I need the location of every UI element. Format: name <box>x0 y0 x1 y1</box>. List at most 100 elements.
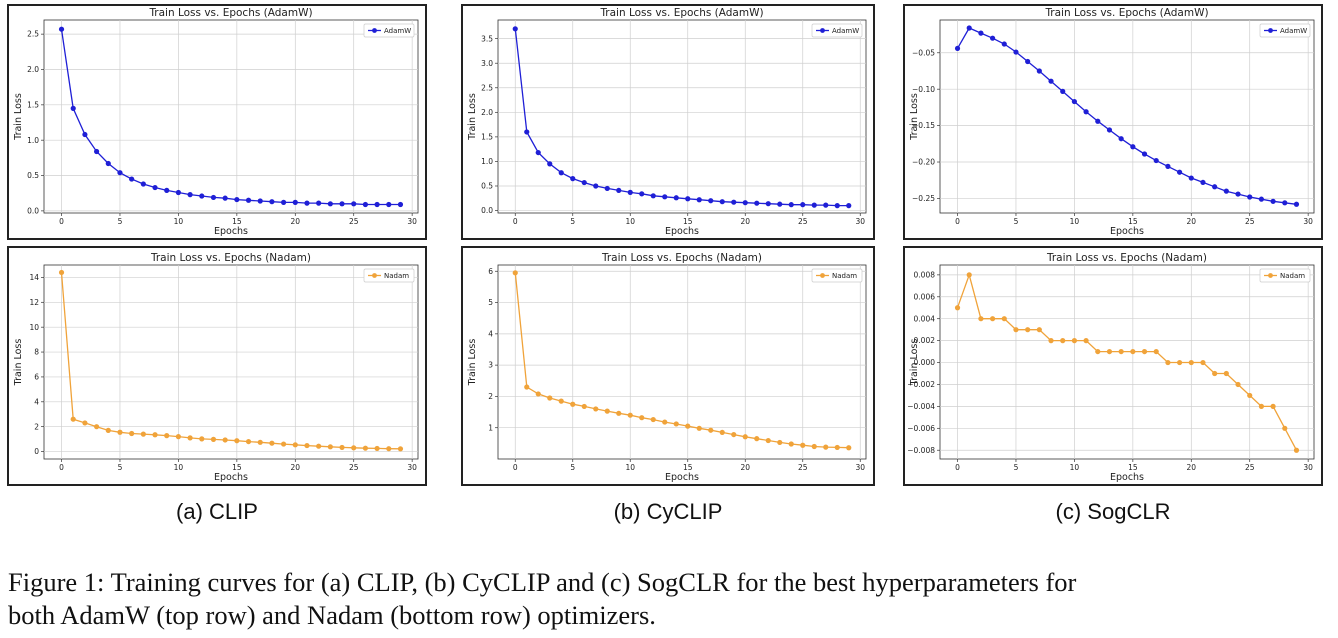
y-tick-label: 0.0 <box>481 206 493 215</box>
y-tick-label: 1.0 <box>481 157 493 166</box>
chart-title: Train Loss vs. Epochs (Nadam) <box>1046 252 1207 264</box>
y-tick-label: 4 <box>34 397 39 406</box>
data-point <box>327 201 333 207</box>
data-point <box>58 269 65 276</box>
data-point <box>362 445 369 451</box>
x-tick-label: 15 <box>683 463 693 472</box>
y-tick-label: 1.5 <box>27 100 39 109</box>
y-tick-label: 3 <box>488 361 493 370</box>
data-point <box>245 197 252 203</box>
x-tick-label: 15 <box>683 217 693 226</box>
data-point <box>989 35 996 41</box>
data-point <box>1188 359 1194 366</box>
data-point <box>1048 338 1054 344</box>
data-point <box>1060 88 1066 94</box>
legend: Nadam <box>811 268 863 283</box>
x-tick-label: 0 <box>955 217 960 226</box>
x-axis-label: Epochs <box>665 226 699 237</box>
data-point <box>662 194 668 200</box>
figure-caption-line-2: both AdamW (top row) and Nadam (bottom r… <box>8 600 656 630</box>
data-point <box>512 270 518 276</box>
data-point <box>82 420 88 426</box>
data-point <box>627 189 633 195</box>
y-tick-label: −0.15 <box>912 121 935 130</box>
data-point <box>93 424 100 430</box>
legend-box <box>1259 23 1311 38</box>
y-tick-label: 4 <box>488 329 493 338</box>
y-tick-label: 1.5 <box>481 132 493 141</box>
data-point <box>210 436 217 442</box>
chart-title: Train Loss vs. Epochs (AdamW) <box>148 7 312 19</box>
y-tick-label: 2.0 <box>481 108 493 117</box>
y-axis-label: Train Loss <box>909 93 920 141</box>
data-point <box>731 431 737 438</box>
data-point <box>1118 136 1124 142</box>
data-point <box>70 416 76 422</box>
data-point <box>93 148 100 155</box>
legend-marker <box>1268 28 1273 33</box>
y-tick-label: 1 <box>488 423 493 432</box>
x-tick-label: 5 <box>1014 217 1019 226</box>
data-point <box>269 199 275 205</box>
y-tick-label: −0.002 <box>907 380 935 389</box>
x-tick-label: 30 <box>407 217 417 226</box>
data-point <box>954 305 961 311</box>
plot-frame <box>497 264 867 460</box>
x-tick-label: 0 <box>513 217 518 226</box>
data-point <box>673 421 679 427</box>
data-point <box>70 105 76 111</box>
data-point <box>386 201 392 208</box>
data-point <box>1176 359 1183 366</box>
legend-box <box>363 23 415 38</box>
data-point <box>164 187 170 193</box>
data-point <box>978 30 984 36</box>
y-tick-label: 3.0 <box>481 59 493 68</box>
y-axis-label: Train Loss <box>13 339 24 387</box>
subcaption-clip: (a) CLIP <box>176 499 258 524</box>
x-tick-label: 20 <box>1187 217 1197 226</box>
data-point <box>1001 316 1007 322</box>
x-tick-label: 10 <box>625 463 635 472</box>
data-point <box>327 444 333 450</box>
legend-label: AdamW <box>384 27 411 35</box>
data-point <box>129 176 135 182</box>
figure-caption-line-1: Figure 1: Training curves for (a) CLIP, … <box>8 567 1077 597</box>
legend-box <box>811 23 863 38</box>
chart-title: Train Loss vs. Epochs (AdamW) <box>1044 7 1208 19</box>
data-point <box>339 444 345 451</box>
data-point <box>210 194 217 201</box>
data-point <box>719 429 725 436</box>
data-point <box>989 316 996 322</box>
x-tick-label: 10 <box>1070 463 1080 472</box>
data-point <box>512 26 518 32</box>
x-tick-label: 5 <box>118 217 123 226</box>
data-point <box>1270 198 1276 204</box>
x-tick-label: 25 <box>1245 217 1255 226</box>
data-point <box>719 199 725 205</box>
data-point <box>834 203 840 209</box>
data-point <box>1141 348 1148 355</box>
data-point <box>1293 447 1300 453</box>
data-point <box>175 189 182 196</box>
y-tick-label: 0 <box>34 447 39 456</box>
data-point <box>1036 68 1042 74</box>
data-point <box>1282 425 1288 431</box>
data-point <box>558 398 564 404</box>
data-point <box>627 412 633 418</box>
x-tick-label: 30 <box>855 217 865 226</box>
y-tick-label: 6 <box>488 267 493 276</box>
data-point <box>1048 78 1054 84</box>
data-point <box>304 200 310 206</box>
data-point <box>639 191 645 197</box>
y-tick-label: 0.000 <box>914 358 936 367</box>
data-point <box>1083 338 1089 344</box>
data-point <box>1025 327 1031 333</box>
data-point <box>593 183 599 189</box>
data-point <box>105 427 111 433</box>
y-tick-label: 2 <box>488 392 493 401</box>
data-point <box>558 170 564 176</box>
data-point <box>650 416 656 423</box>
data-point <box>292 442 298 448</box>
data-point <box>524 129 530 135</box>
data-point <box>175 434 182 440</box>
